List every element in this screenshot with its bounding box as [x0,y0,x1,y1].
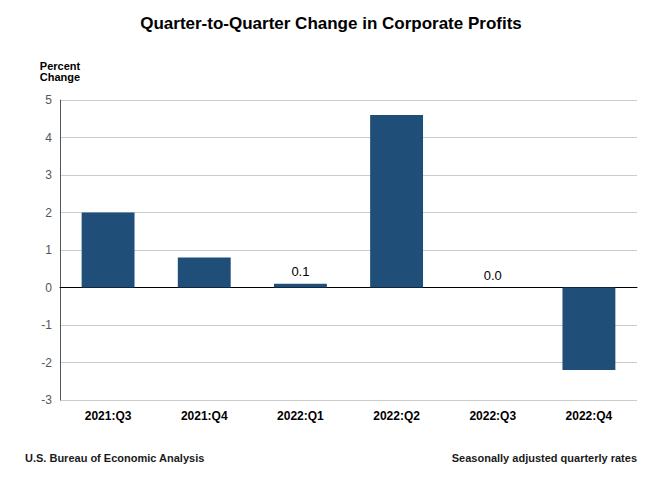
svg-text:Percent: Percent [39,59,81,72]
svg-text:-2: -2 [41,356,52,370]
svg-text:0: 0 [45,281,52,295]
svg-text:1: 1 [45,243,52,257]
svg-text:2021:Q4: 2021:Q4 [181,409,228,423]
svg-text:3: 3 [45,168,52,182]
svg-text:2021:Q3: 2021:Q3 [85,409,132,423]
svg-text:0.0: 0.0 [484,268,502,283]
svg-text:2022:Q1: 2022:Q1 [277,409,324,423]
svg-text:2022:Q3: 2022:Q3 [469,409,516,423]
svg-text:5: 5 [45,93,52,107]
svg-text:U.S. Bureau of Economic Analys: U.S. Bureau of Economic Analysis [25,452,204,464]
svg-text:-1: -1 [41,318,52,332]
svg-text:2022:Q4: 2022:Q4 [566,409,613,423]
svg-text:-3: -3 [41,393,52,407]
svg-text:Change: Change [40,71,80,83]
svg-text:0.1: 0.1 [291,264,309,279]
svg-text:4: 4 [45,131,52,145]
svg-text:Seasonally adjusted quarterly: Seasonally adjusted quarterly rates [452,452,637,464]
svg-text:2022:Q2: 2022:Q2 [373,409,420,423]
svg-text:Quarter-to-Quarter Change in C: Quarter-to-Quarter Change in Corporate P… [140,14,522,33]
svg-text:2: 2 [45,206,52,220]
